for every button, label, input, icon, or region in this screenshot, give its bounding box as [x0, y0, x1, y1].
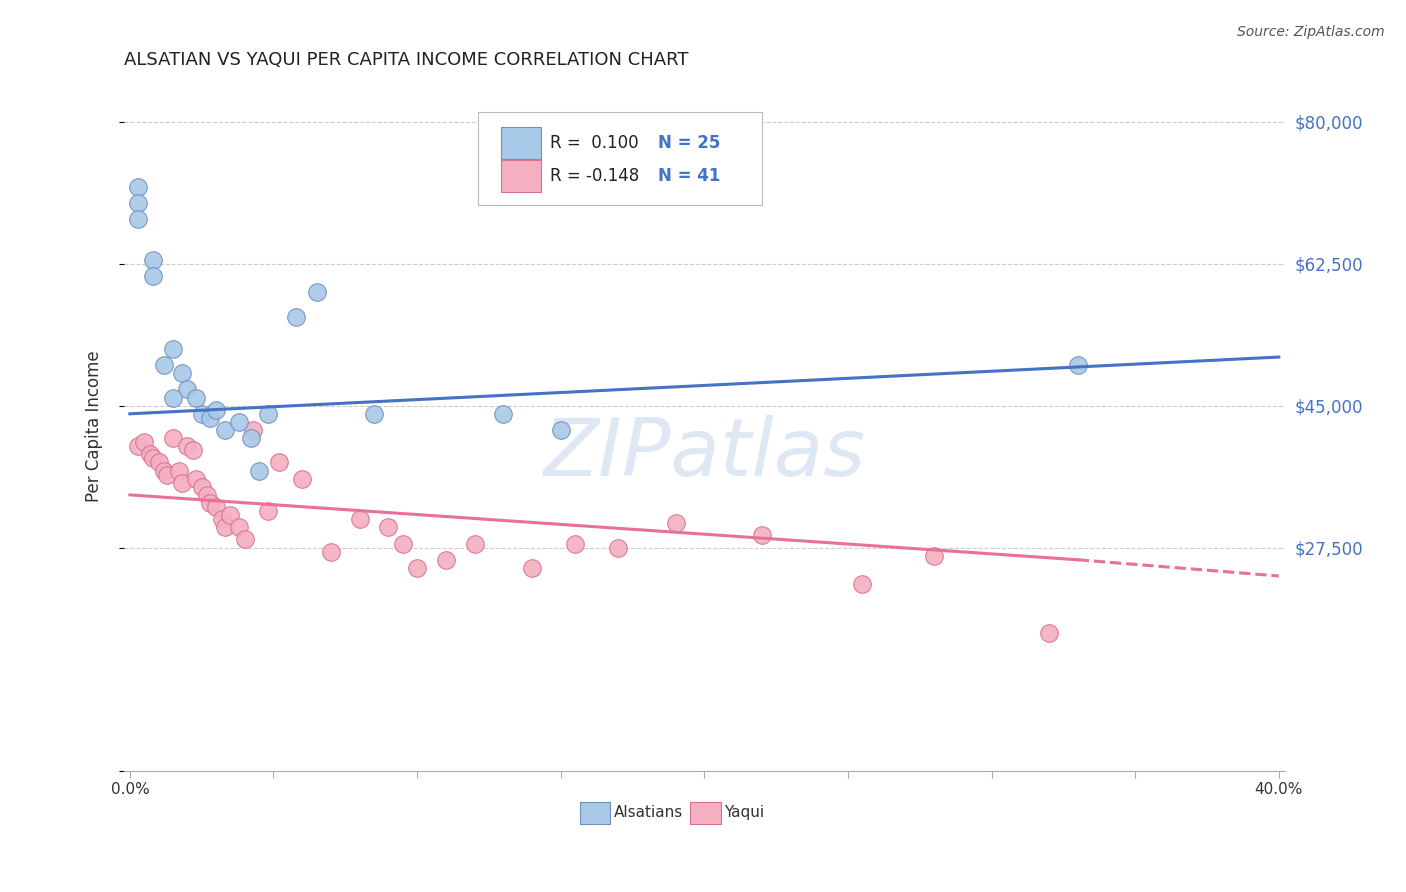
Point	[190, 407, 212, 421]
Point	[134, 435, 156, 450]
Point	[190, 480, 212, 494]
Point	[162, 391, 184, 405]
Point	[197, 488, 219, 502]
Point	[291, 472, 314, 486]
Point	[184, 472, 207, 486]
Point	[167, 464, 190, 478]
Text: N = 41: N = 41	[658, 167, 720, 185]
Text: R =  0.100: R = 0.100	[550, 134, 638, 152]
Point	[377, 520, 399, 534]
Point	[176, 439, 198, 453]
Point	[153, 358, 176, 372]
Point	[200, 496, 222, 510]
Point	[751, 528, 773, 542]
Text: Alsatians: Alsatians	[614, 805, 683, 820]
Point	[391, 536, 413, 550]
Point	[205, 500, 228, 514]
Point	[142, 252, 165, 267]
Text: ZIPatlas: ZIPatlas	[543, 415, 866, 492]
Point	[214, 423, 236, 437]
Point	[247, 464, 270, 478]
Point	[128, 212, 150, 227]
Point	[205, 402, 228, 417]
Point	[1038, 625, 1060, 640]
FancyBboxPatch shape	[502, 127, 541, 159]
Point	[219, 508, 242, 523]
Point	[233, 533, 256, 547]
Point	[162, 431, 184, 445]
Point	[285, 310, 308, 324]
Point	[256, 504, 278, 518]
Point	[349, 512, 371, 526]
Point	[142, 451, 165, 466]
Point	[319, 544, 342, 558]
Text: N = 25: N = 25	[658, 134, 720, 152]
Point	[305, 285, 328, 300]
Point	[153, 464, 176, 478]
Point	[851, 577, 873, 591]
Point	[1067, 358, 1090, 372]
Point	[228, 520, 250, 534]
Point	[564, 536, 586, 550]
Y-axis label: Per Capita Income: Per Capita Income	[86, 351, 103, 502]
Text: Yaqui: Yaqui	[724, 805, 765, 820]
Text: Source: ZipAtlas.com: Source: ZipAtlas.com	[1237, 25, 1385, 39]
Point	[162, 342, 184, 356]
Point	[363, 407, 385, 421]
Point	[181, 443, 204, 458]
FancyBboxPatch shape	[690, 802, 721, 823]
Point	[128, 196, 150, 211]
Point	[214, 520, 236, 534]
Point	[170, 366, 193, 380]
Point	[128, 179, 150, 194]
Point	[170, 475, 193, 490]
Point	[434, 553, 457, 567]
Point	[607, 541, 630, 555]
Point	[211, 512, 233, 526]
Point	[156, 467, 179, 482]
Point	[406, 561, 429, 575]
Point	[269, 455, 291, 469]
Point	[184, 391, 207, 405]
Point	[239, 431, 262, 445]
FancyBboxPatch shape	[502, 160, 541, 192]
Point	[228, 415, 250, 429]
Point	[550, 423, 572, 437]
Point	[665, 516, 688, 531]
Text: ALSATIAN VS YAQUI PER CAPITA INCOME CORRELATION CHART: ALSATIAN VS YAQUI PER CAPITA INCOME CORR…	[124, 51, 689, 69]
Point	[256, 407, 278, 421]
Point	[148, 455, 170, 469]
Point	[200, 410, 222, 425]
Point	[922, 549, 945, 563]
Point	[176, 383, 198, 397]
Point	[242, 423, 264, 437]
Point	[520, 561, 543, 575]
Point	[492, 407, 515, 421]
Text: R = -0.148: R = -0.148	[550, 167, 640, 185]
Point	[464, 536, 486, 550]
Point	[139, 447, 162, 461]
Point	[142, 268, 165, 283]
Point	[128, 439, 150, 453]
FancyBboxPatch shape	[478, 112, 762, 205]
FancyBboxPatch shape	[581, 802, 610, 823]
